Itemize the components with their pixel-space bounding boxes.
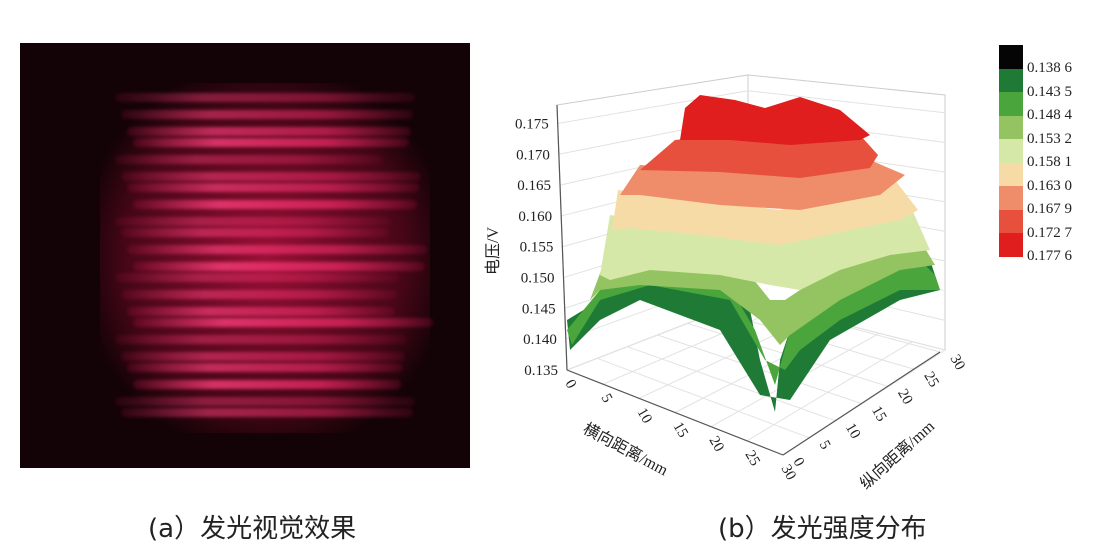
z-axis-label: 电压/V [484, 227, 502, 275]
y-axis-label: 纵向距离/mm [857, 417, 939, 493]
light-stripe [115, 273, 399, 282]
light-stripe [133, 380, 401, 389]
colorbar-label: 0.143 5 [1027, 83, 1072, 100]
light-stripe [115, 93, 415, 102]
z-tick-label: 0.150 [521, 271, 555, 287]
colorbar-label: 0.158 1 [1027, 154, 1072, 170]
z-tick-label: 0.175 [515, 116, 549, 132]
light-stripe [133, 138, 409, 147]
grid-line [746, 341, 913, 442]
light-stripe [133, 318, 433, 327]
x-tick-label: 15 [670, 420, 691, 441]
luminescence-photo [20, 43, 470, 468]
colorbar-swatch [999, 209, 1023, 233]
light-stripe [127, 363, 403, 372]
colorbar-swatch [999, 162, 1023, 186]
colorbar-label: 0.148 4 [1027, 107, 1072, 123]
grid-line [557, 90, 749, 124]
z-tick-label: 0.165 [517, 178, 551, 194]
light-stripe [115, 217, 391, 226]
light-stripe [115, 335, 407, 344]
grid-line [627, 346, 836, 422]
x-tick-label: 10 [634, 405, 655, 426]
y-tick-label: 15 [868, 404, 889, 425]
light-stripe [127, 245, 427, 254]
colorbar-swatch [999, 45, 1023, 69]
colorbar-swatch [999, 233, 1023, 257]
y-tick-label: 10 [842, 421, 863, 442]
light-stripe [127, 307, 395, 316]
light-stripe [127, 183, 419, 192]
plot-axes [556, 104, 941, 456]
light-stripe [121, 290, 397, 299]
light-stripe [121, 408, 413, 417]
grid-line [596, 357, 810, 439]
y-tick-label: 25 [920, 369, 941, 390]
y-tick-label: 0 [790, 455, 808, 469]
x-tick-label: 25 [742, 448, 763, 469]
light-stripe [115, 155, 383, 164]
colorbar-label: 0.172 7 [1027, 224, 1072, 241]
light-stripe [121, 352, 405, 361]
colorbar-swatch [999, 186, 1023, 210]
light-stripe [115, 397, 415, 406]
light-stripe [133, 200, 417, 209]
light-stripe [127, 127, 411, 136]
colorbar-legend: 0.138 6 0.143 5 0.148 4 0.153 2 0.158 1 0.163… [999, 45, 1072, 264]
band-peak [680, 95, 870, 145]
colorbar-label: 0.153 2 [1027, 130, 1072, 147]
colorbar-swatch [999, 68, 1023, 92]
x-tick-label: 20 [706, 434, 727, 455]
colorbar-label: 0.138 6 [1027, 60, 1072, 76]
caption-b: (b）发光强度分布 [718, 514, 927, 544]
x-tick-label: 30 [778, 462, 799, 483]
x-tick-label: 5 [598, 391, 616, 405]
light-stripe [133, 262, 425, 271]
z-tick-label: 0.160 [518, 209, 552, 225]
y-tick-label: 5 [816, 438, 834, 452]
y-tick-label: 30 [947, 352, 968, 373]
y-tick-label: 20 [894, 386, 915, 407]
light-stripe [121, 228, 389, 237]
colorbar-swatch [999, 115, 1023, 139]
caption-a: (a）发光视觉效果 [148, 514, 357, 544]
band-red [640, 135, 878, 178]
surface [567, 95, 940, 412]
z-tick-label: 0.155 [520, 240, 554, 256]
grid-line [747, 90, 946, 114]
colorbar-swatch [999, 92, 1023, 116]
light-stripe [121, 110, 413, 119]
light-stripe [121, 172, 421, 181]
z-tick-label: 0.170 [516, 147, 550, 163]
z-tick-label: 0.135 [524, 363, 558, 379]
z-tick-label: 0.145 [522, 301, 556, 317]
colorbar-label: 0.177 6 [1027, 248, 1072, 264]
x-axis-label: 横向距离/mm [580, 420, 671, 480]
colorbar-label: 0.163 0 [1027, 177, 1072, 194]
colorbar-label: 0.167 9 [1027, 201, 1072, 217]
x-tick-label: 0 [562, 377, 580, 391]
colorbar-swatch [999, 139, 1023, 163]
z-tick-label: 0.140 [523, 332, 557, 348]
band-peach [612, 180, 918, 245]
